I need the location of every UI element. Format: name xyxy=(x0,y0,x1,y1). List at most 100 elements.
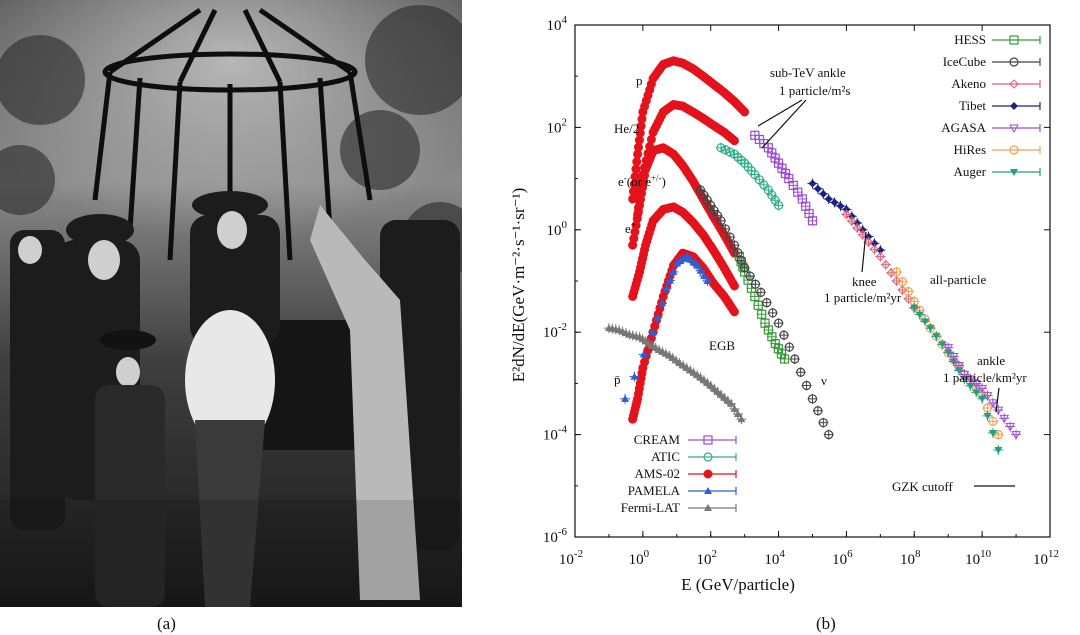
series-layer xyxy=(603,56,1022,456)
data-point xyxy=(955,367,964,375)
data-point xyxy=(665,276,674,284)
data-point xyxy=(876,246,885,255)
arrow-ankle xyxy=(995,387,1000,413)
legend-entry-label: CREAM xyxy=(634,432,681,447)
data-point xyxy=(733,248,743,258)
legend-entry-label: Fermi-LAT xyxy=(621,500,680,515)
data-point xyxy=(720,224,731,234)
data-point xyxy=(776,349,787,359)
data-point xyxy=(639,350,648,358)
y-tick-label: 10-2 xyxy=(543,321,567,341)
legend-entry-label: Tibet xyxy=(959,98,986,113)
label-ankle-rate: 1 particle/km²yr xyxy=(943,370,1027,385)
y-tick-label: 102 xyxy=(547,116,568,136)
legend-left: CREAM ATIC AMS-02 PAMELA Fermi-LAT xyxy=(621,432,737,515)
data-point xyxy=(646,134,656,144)
label-antiproton: p̄ xyxy=(614,372,621,387)
legend-entry-label: AGASA xyxy=(941,120,986,135)
data-point xyxy=(693,261,702,269)
data-point xyxy=(716,216,726,226)
data-point xyxy=(628,240,638,250)
data-point xyxy=(824,430,834,440)
data-point xyxy=(745,271,755,281)
data-point xyxy=(700,271,709,279)
legend-marker xyxy=(1009,145,1019,155)
data-point xyxy=(773,318,784,328)
data-point xyxy=(949,358,958,366)
data-point xyxy=(824,194,833,203)
data-point xyxy=(999,414,1010,424)
data-point xyxy=(696,266,705,274)
y-tick-label: 10-4 xyxy=(543,424,568,444)
x-tick-label: 10-2 xyxy=(559,548,583,568)
data-point xyxy=(658,299,667,307)
label-subtev-rate: 1 particle/m²s xyxy=(779,83,850,98)
label-electron: e-(or e+/-) xyxy=(618,173,666,189)
data-point xyxy=(796,367,806,377)
x-tick-label: 108 xyxy=(900,548,921,568)
label-ankle: ankle xyxy=(977,353,1005,368)
data-point xyxy=(756,287,766,297)
legend-marker xyxy=(704,504,712,511)
y-axis-title: E²dN/dE(GeV·m⁻²·s⁻¹·sr⁻¹) xyxy=(509,188,528,383)
series-egb xyxy=(603,323,747,425)
data-point xyxy=(891,267,902,277)
data-point xyxy=(982,392,993,401)
data-point xyxy=(737,415,746,423)
data-point xyxy=(759,180,769,190)
data-point xyxy=(813,406,823,416)
annotations: p He/2 e-(or e+/-) e+ p̄ EGB ν sub-TeV ankle 1 p… xyxy=(614,65,1027,494)
data-point xyxy=(720,393,729,401)
legend-entry-label: AMS-02 xyxy=(634,466,680,481)
cosmic-ray-spectrum-chart: 10-2 100 102 104 106 108 1010 1012 10-6 10-4 10-2 1… xyxy=(509,14,1059,594)
data-point xyxy=(770,338,780,349)
data-point xyxy=(983,412,992,420)
data-point xyxy=(830,198,839,207)
data-point xyxy=(723,396,732,404)
data-point xyxy=(954,361,964,371)
data-point xyxy=(730,404,739,412)
y-tick-label: 104 xyxy=(547,14,568,34)
data-point xyxy=(706,381,715,389)
data-point xyxy=(633,149,643,159)
series-e- xyxy=(628,143,739,258)
data-point xyxy=(630,372,639,380)
data-point xyxy=(988,416,998,426)
legend-marker xyxy=(1009,79,1019,89)
label-gzk: GZK cutoff xyxy=(892,479,953,494)
legend-entry-label: HiRes xyxy=(954,142,987,157)
data-point xyxy=(977,384,988,394)
data-point xyxy=(676,257,685,265)
data-point xyxy=(738,262,748,272)
data-point xyxy=(621,394,630,402)
data-point xyxy=(725,232,735,242)
data-point xyxy=(863,237,874,247)
data-point xyxy=(959,370,970,380)
legend-marker xyxy=(1010,102,1018,110)
data-point xyxy=(750,169,760,180)
data-point xyxy=(881,260,891,270)
legend-entry-label: Auger xyxy=(954,164,987,179)
data-point xyxy=(736,255,746,265)
label-all-particle: all-particle xyxy=(930,272,987,287)
data-point xyxy=(633,142,643,152)
data-point xyxy=(773,344,783,354)
data-point xyxy=(740,107,750,117)
legend-entry-label: HESS xyxy=(954,32,986,47)
data-point xyxy=(631,220,641,230)
data-point xyxy=(632,157,642,167)
data-point xyxy=(869,244,880,255)
y-tick-label: 100 xyxy=(547,219,568,239)
series-p-cream xyxy=(749,130,818,226)
data-point xyxy=(632,214,642,224)
data-point xyxy=(903,294,914,304)
legend-entry-label: PAMELA xyxy=(628,483,681,498)
data-point xyxy=(921,318,930,326)
x-tick-label: 100 xyxy=(629,548,650,568)
legend-marker xyxy=(1009,35,1019,45)
data-point xyxy=(689,258,698,266)
data-point xyxy=(629,179,639,189)
data-point xyxy=(971,380,982,389)
data-point xyxy=(807,394,818,404)
data-point xyxy=(813,184,822,193)
